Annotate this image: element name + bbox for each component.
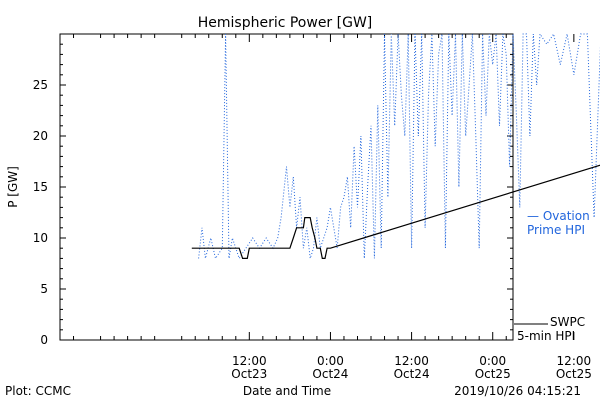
y-tick-label: 20 xyxy=(33,129,48,143)
y-axis-label: P [GW] xyxy=(6,166,20,208)
x-tick-label-date: Oct25 xyxy=(475,367,511,381)
series-line xyxy=(191,164,600,259)
legend-ovation-label: — Ovation xyxy=(527,209,590,223)
legend-swpc-label: SWPC xyxy=(550,315,585,329)
y-tick-label: 10 xyxy=(33,231,48,245)
footer-timestamp: 2019/10/26 04:15:21 xyxy=(454,384,581,398)
x-tick-label-time: 12:00 xyxy=(394,354,429,368)
y-tick-label: 5 xyxy=(40,282,48,296)
series-line xyxy=(198,32,600,260)
x-tick-label-date: Oct24 xyxy=(312,367,348,381)
x-axis: 12:00Oct230:00Oct2412:00Oct240:00Oct2512… xyxy=(59,34,592,381)
legend-ovation-label-2: Prime HPI xyxy=(527,223,585,237)
series-ovation-prime xyxy=(198,32,600,260)
x-tick-label-time: 12:00 xyxy=(232,354,267,368)
x-tick-label-time: 12:00 xyxy=(557,354,592,368)
series-swpc xyxy=(191,164,600,259)
y-tick-label: 0 xyxy=(40,333,48,347)
x-tick-label-time: 0:00 xyxy=(479,354,506,368)
x-tick-label-date: Oct25 xyxy=(556,367,592,381)
y-tick-label: 25 xyxy=(33,78,48,92)
x-tick-label-time: 0:00 xyxy=(317,354,344,368)
y-tick-label: 15 xyxy=(33,180,48,194)
x-tick-label-date: Oct24 xyxy=(394,367,430,381)
footer-plot-credit: Plot: CCMC xyxy=(5,384,71,398)
plot-frame xyxy=(59,33,514,341)
legend-swpc-label-2: 5-min HPI xyxy=(517,329,575,343)
y-axis: 0 5 10 15 20 25 xyxy=(33,33,513,347)
x-tick-label-date: Oct23 xyxy=(231,367,267,381)
footer-x-label: Date and Time xyxy=(243,384,331,398)
chart-title: Hemispheric Power [GW] xyxy=(198,15,373,31)
